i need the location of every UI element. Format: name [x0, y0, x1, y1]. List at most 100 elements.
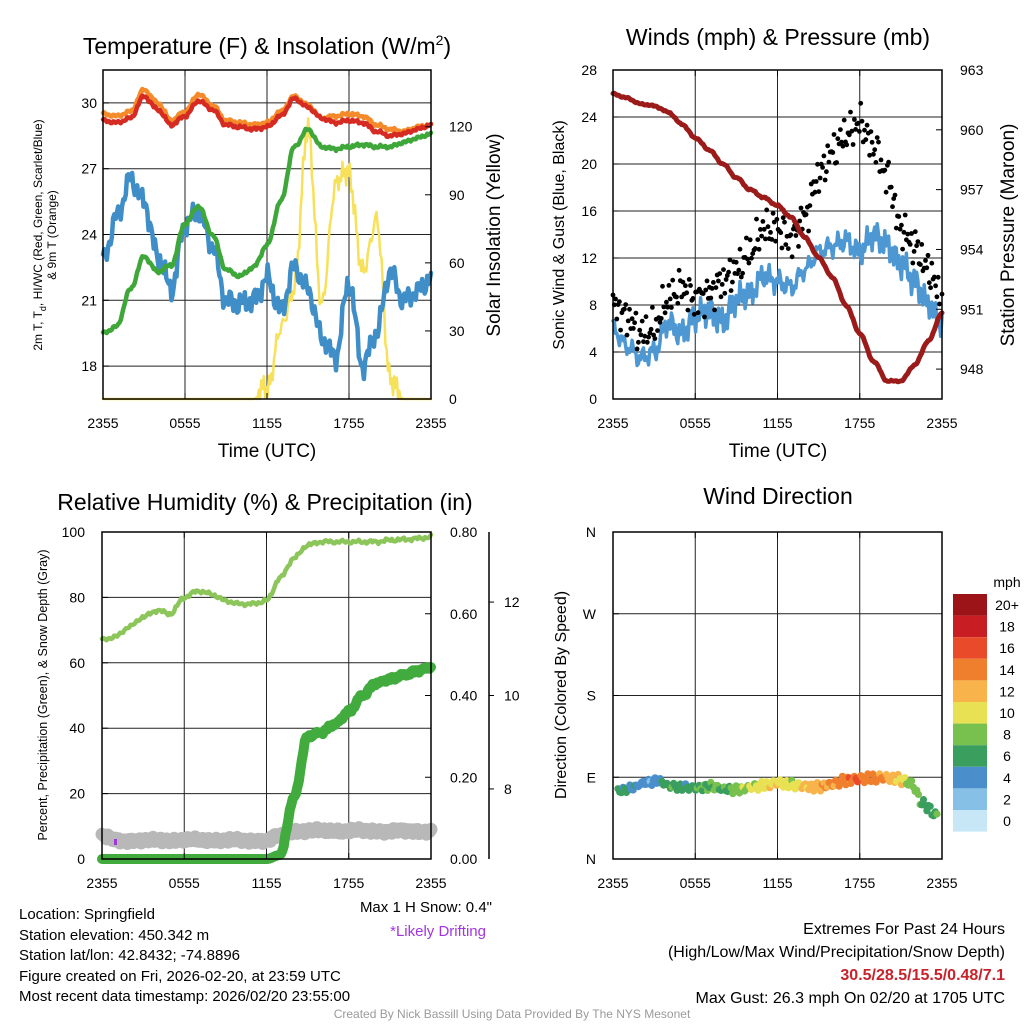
gust-point — [716, 278, 721, 284]
x-tick-label: 1755 — [333, 415, 364, 431]
gust-point — [703, 287, 709, 293]
gust-point — [738, 274, 744, 280]
x-tick-label: 0555 — [680, 875, 711, 891]
winds-panel: Winds (mph) & Pressure (mb) 2355 0555 1155… — [551, 24, 1019, 462]
gust-point — [639, 318, 645, 324]
gust-point — [932, 274, 937, 280]
gust-point — [841, 117, 847, 123]
station-elevation: Station elevation: 450.342 m — [19, 926, 210, 944]
gust-point — [909, 231, 914, 236]
gust-point — [675, 300, 681, 306]
gust-point — [722, 290, 728, 296]
direction-point — [926, 802, 934, 810]
gust-point — [613, 296, 618, 302]
gust-point — [629, 316, 635, 322]
gust-point — [730, 279, 735, 285]
temperature-ylabel: 2m T, Td, HI/WC (Red, Green, Scarlet/Blu… — [31, 119, 59, 350]
gust-point — [817, 175, 823, 181]
gust-point — [822, 177, 828, 183]
gust-point — [768, 230, 773, 235]
gust-point — [873, 160, 879, 165]
y-right-tick-label: 120 — [449, 119, 473, 135]
gust-point — [761, 226, 767, 232]
gust-point — [627, 306, 632, 312]
temperature-series — [100, 86, 434, 401]
gust-point — [740, 270, 745, 276]
legend-label: 16 — [999, 640, 1015, 656]
gust-point — [830, 150, 836, 155]
gust-point — [643, 314, 649, 320]
gust-point — [746, 260, 752, 266]
direction-point — [698, 787, 707, 795]
y-right-tick-label: 951 — [960, 301, 984, 317]
gust-point — [780, 215, 786, 221]
y-right-tick-label: 60 — [449, 255, 465, 271]
gust-point — [864, 122, 870, 128]
y-tick-label: 80 — [69, 589, 85, 605]
gust-point — [634, 346, 640, 352]
direction-point — [914, 790, 923, 799]
gust-point — [911, 249, 917, 254]
wind-direction-panel: Wind Direction 2355 0555 1155 1755 2355NESWN… — [553, 483, 1021, 891]
humidity-panel: Relative Humidity (%) & Precipitation (i… — [36, 489, 520, 940]
series-hi-wc-blue- — [100, 170, 434, 382]
wind-direction-series — [614, 770, 941, 820]
y-tick-label: N — [586, 851, 596, 867]
gust-point — [778, 230, 784, 236]
y-tick-label: 100 — [62, 524, 86, 540]
y-tick-label: 24 — [581, 109, 597, 125]
gust-point — [789, 254, 795, 260]
gust-point — [686, 277, 692, 282]
y-tick-label: 18 — [81, 358, 97, 374]
gust-point — [910, 260, 916, 266]
gust-point — [670, 277, 676, 283]
gust-point — [849, 128, 855, 134]
gust-point — [923, 258, 928, 263]
gust-point — [655, 328, 660, 333]
humidity-ylabel: Percent, Precipitation (Green), & Snow D… — [36, 549, 50, 840]
gust-point — [907, 242, 913, 247]
gust-point — [726, 269, 731, 275]
legend-swatch — [953, 745, 987, 767]
y-right-tick-label: 957 — [960, 182, 984, 198]
y-tick-label: 30 — [81, 95, 97, 111]
gust-point — [674, 294, 679, 300]
temperature-title: Temperature (F) & Insolation (W/m2) — [83, 32, 451, 59]
direction-point — [757, 778, 766, 786]
legend-swatch — [953, 680, 987, 702]
gust-point — [648, 326, 654, 332]
drifting-marker — [114, 839, 117, 845]
winds-series — [610, 90, 945, 385]
x-tick-label: 2355 — [415, 415, 446, 431]
gust-point — [905, 231, 911, 237]
y-tick-label: 21 — [81, 292, 97, 308]
legend-label: 4 — [1003, 770, 1011, 786]
wind-direction-ylabel: Direction (Colored By Speed) — [553, 591, 570, 799]
series-dew-point-t-green- — [100, 126, 434, 336]
gust-point — [764, 207, 770, 213]
series-snow-depth — [95, 821, 438, 850]
gust-point — [788, 232, 794, 238]
series-relative-humidity — [99, 532, 434, 643]
gust-point — [834, 160, 839, 165]
gust-point — [700, 291, 706, 296]
y-tick-label: S — [587, 688, 596, 704]
gust-point — [646, 334, 651, 340]
gust-point — [798, 205, 804, 211]
x-tick-label: 1755 — [844, 875, 875, 891]
y-right-tick-label: 0.60 — [450, 606, 477, 622]
gust-point — [868, 129, 874, 135]
gust-point — [835, 136, 841, 142]
legend-swatch — [953, 637, 987, 659]
gust-point — [825, 143, 831, 149]
y-right-tick-label: 948 — [960, 361, 984, 377]
gust-point — [625, 318, 631, 324]
y-tick-label: 28 — [581, 62, 597, 78]
gust-point — [713, 285, 719, 290]
max-snow-annotation: Max 1 H Snow: 0.4" — [360, 899, 492, 916]
gust-point — [695, 310, 701, 316]
gust-point — [712, 307, 717, 313]
gust-point — [896, 214, 902, 219]
gust-point — [929, 260, 935, 266]
